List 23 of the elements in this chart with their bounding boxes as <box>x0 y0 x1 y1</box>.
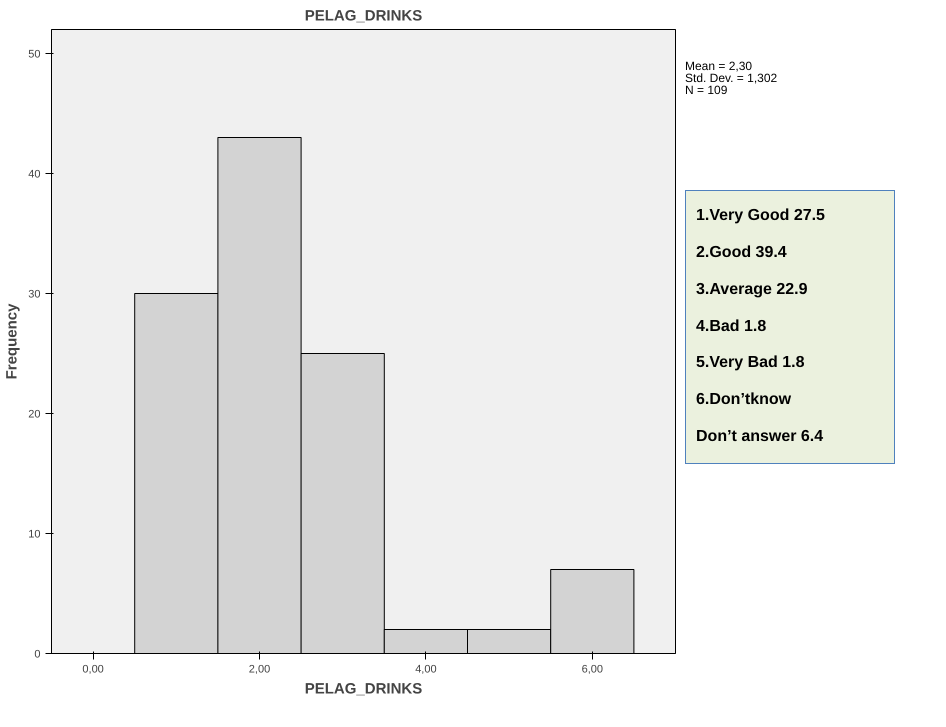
text: 4.Bad 1.8 <box>696 316 768 337</box>
y-tick-label: 0 <box>34 648 41 660</box>
text: N = 109 <box>685 83 728 97</box>
x-tick-label: 6,00 <box>582 664 604 676</box>
text: Std. Dev. = 1,302 <box>685 71 778 85</box>
text: Don’t answer 6.4 <box>696 427 824 448</box>
x-tick-label: 0,00 <box>82 664 104 676</box>
text: Mean = 2,30 <box>685 59 752 73</box>
text: 6.Don’tknow <box>696 390 792 410</box>
text: 1.Very Good 27.5 <box>696 206 825 226</box>
chart-title: PELAG_DRINKS <box>304 8 422 24</box>
text: 2.Good 39.4 <box>696 242 788 263</box>
y-axis-title: Frequency <box>3 302 20 380</box>
text: 3.Average 22.9 <box>696 280 808 300</box>
y-tick-label: 40 <box>28 168 41 180</box>
x-tick-label: 4,00 <box>415 664 437 676</box>
y-tick-label: 30 <box>28 288 41 300</box>
y-tick-label: 50 <box>28 48 41 60</box>
x-axis-title: PELAG_DRINKS <box>304 680 422 698</box>
y-tick-label: 20 <box>28 408 41 420</box>
text: 5.Very Bad 1.8 <box>696 353 806 374</box>
x-tick-label: 2,00 <box>248 664 270 676</box>
y-tick-label: 10 <box>28 528 41 540</box>
